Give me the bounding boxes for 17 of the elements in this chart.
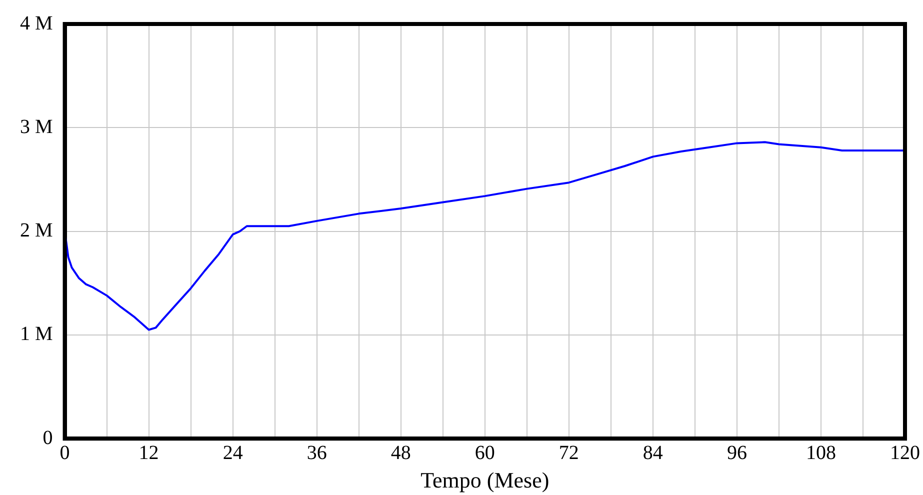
- y-tick-label: 0: [42, 426, 53, 449]
- x-tick-label: 0: [60, 442, 70, 464]
- x-tick-label: 96: [726, 442, 747, 464]
- x-tick-label: 60: [474, 442, 495, 464]
- x-tick-label: 108: [806, 442, 836, 464]
- y-tick-label: 4 M: [20, 12, 53, 34]
- x-tick-label: 84: [642, 442, 663, 464]
- x-tick-label: 120: [890, 442, 920, 464]
- x-tick-label: 36: [306, 442, 327, 464]
- x-tick-label: 48: [390, 442, 411, 464]
- y-tick-label: 3 M: [20, 116, 53, 138]
- x-tick-label: 24: [222, 442, 243, 464]
- y-tick-label: 1 M: [20, 323, 53, 346]
- x-tick-label: 72: [558, 442, 579, 464]
- x-axis-title: Tempo (Mese): [420, 468, 550, 493]
- x-tick-label: 12: [138, 442, 159, 464]
- y-tick-label: 2 M: [20, 220, 53, 242]
